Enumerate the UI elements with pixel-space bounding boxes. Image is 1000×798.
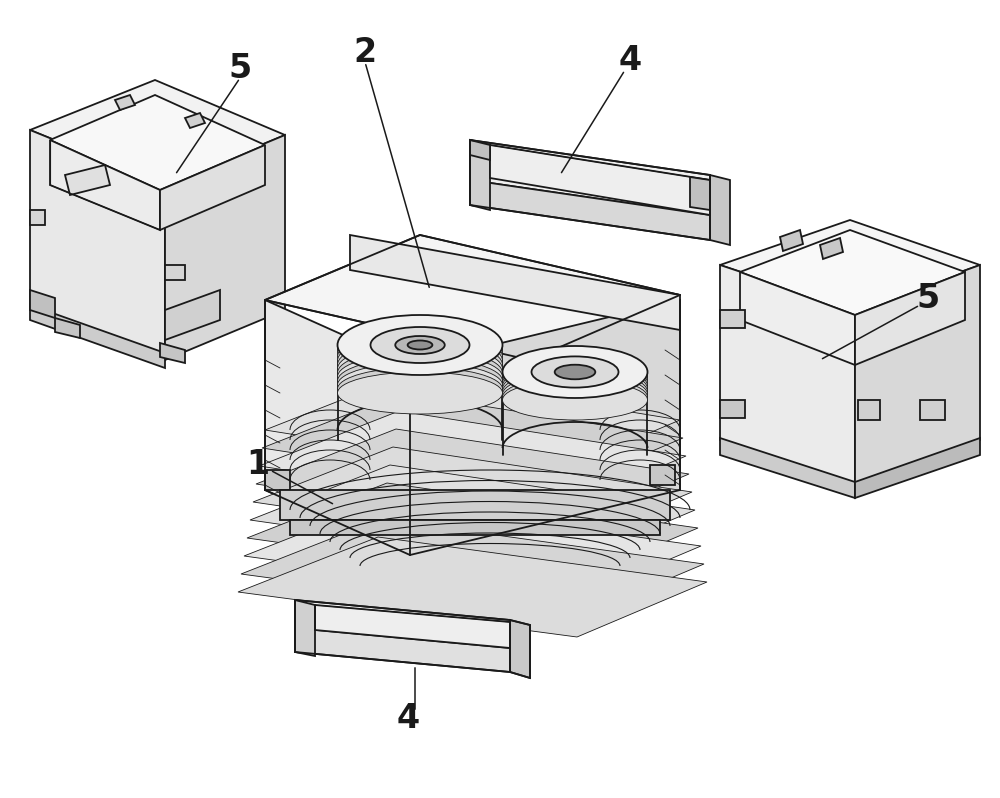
Polygon shape — [265, 235, 680, 360]
Polygon shape — [160, 145, 265, 230]
Ellipse shape — [338, 358, 503, 405]
Ellipse shape — [338, 348, 503, 397]
Ellipse shape — [503, 369, 648, 413]
Ellipse shape — [370, 327, 470, 363]
Polygon shape — [315, 605, 510, 648]
Polygon shape — [30, 290, 55, 318]
Polygon shape — [780, 230, 803, 251]
Polygon shape — [855, 265, 980, 485]
Polygon shape — [55, 318, 80, 338]
Polygon shape — [470, 140, 490, 210]
Polygon shape — [720, 438, 855, 498]
Polygon shape — [265, 375, 680, 475]
Ellipse shape — [503, 353, 648, 402]
Polygon shape — [250, 465, 695, 565]
Polygon shape — [710, 175, 730, 245]
Polygon shape — [470, 140, 490, 160]
Polygon shape — [185, 113, 205, 128]
Polygon shape — [720, 400, 745, 418]
Ellipse shape — [338, 362, 503, 408]
Polygon shape — [290, 520, 660, 535]
Polygon shape — [244, 501, 701, 601]
Polygon shape — [510, 620, 530, 678]
Polygon shape — [256, 429, 689, 529]
Polygon shape — [165, 135, 285, 360]
Polygon shape — [820, 238, 843, 259]
Text: 5: 5 — [228, 52, 252, 85]
Ellipse shape — [503, 366, 648, 411]
Polygon shape — [350, 235, 680, 330]
Ellipse shape — [503, 363, 648, 409]
Polygon shape — [115, 95, 135, 110]
Ellipse shape — [338, 338, 503, 391]
Polygon shape — [262, 393, 683, 493]
Ellipse shape — [338, 372, 503, 414]
Text: 4: 4 — [618, 44, 642, 77]
Ellipse shape — [338, 330, 503, 385]
Polygon shape — [265, 300, 410, 555]
Text: 2: 2 — [353, 35, 377, 69]
Polygon shape — [740, 230, 965, 315]
Polygon shape — [238, 537, 707, 637]
Ellipse shape — [503, 373, 648, 416]
Polygon shape — [720, 310, 745, 328]
Ellipse shape — [555, 365, 595, 379]
Ellipse shape — [338, 315, 503, 375]
Ellipse shape — [338, 343, 503, 394]
Ellipse shape — [532, 357, 618, 388]
Polygon shape — [280, 490, 670, 520]
Ellipse shape — [503, 360, 648, 407]
Ellipse shape — [338, 325, 503, 381]
Ellipse shape — [338, 367, 503, 411]
Text: 1: 1 — [246, 448, 270, 481]
Polygon shape — [50, 95, 265, 190]
Polygon shape — [265, 470, 290, 490]
Polygon shape — [858, 400, 880, 420]
Polygon shape — [470, 180, 710, 240]
Polygon shape — [410, 300, 680, 555]
Ellipse shape — [408, 341, 432, 350]
Polygon shape — [740, 272, 855, 365]
Polygon shape — [165, 265, 185, 280]
Ellipse shape — [338, 334, 503, 388]
Polygon shape — [490, 145, 710, 215]
Polygon shape — [65, 165, 110, 195]
Polygon shape — [650, 465, 675, 485]
Ellipse shape — [503, 350, 648, 401]
Polygon shape — [720, 265, 855, 485]
Polygon shape — [855, 438, 980, 498]
Polygon shape — [295, 600, 510, 648]
Ellipse shape — [503, 356, 648, 405]
Polygon shape — [241, 519, 704, 619]
Polygon shape — [920, 400, 945, 420]
Polygon shape — [690, 177, 710, 210]
Polygon shape — [295, 628, 510, 672]
Polygon shape — [160, 343, 185, 363]
Ellipse shape — [338, 353, 503, 401]
Polygon shape — [30, 305, 165, 368]
Polygon shape — [855, 272, 965, 365]
Polygon shape — [247, 483, 698, 583]
Polygon shape — [30, 80, 285, 185]
Ellipse shape — [503, 346, 648, 398]
Polygon shape — [720, 220, 980, 310]
Ellipse shape — [503, 377, 648, 418]
Polygon shape — [470, 140, 710, 215]
Polygon shape — [165, 290, 220, 340]
Text: 4: 4 — [396, 701, 420, 734]
Ellipse shape — [503, 380, 648, 420]
Ellipse shape — [395, 336, 445, 354]
Ellipse shape — [338, 320, 503, 378]
Polygon shape — [295, 600, 315, 656]
Polygon shape — [50, 140, 160, 230]
Polygon shape — [253, 447, 692, 547]
Polygon shape — [30, 130, 165, 360]
Polygon shape — [30, 210, 45, 225]
Polygon shape — [259, 411, 686, 511]
Text: 5: 5 — [916, 282, 940, 314]
